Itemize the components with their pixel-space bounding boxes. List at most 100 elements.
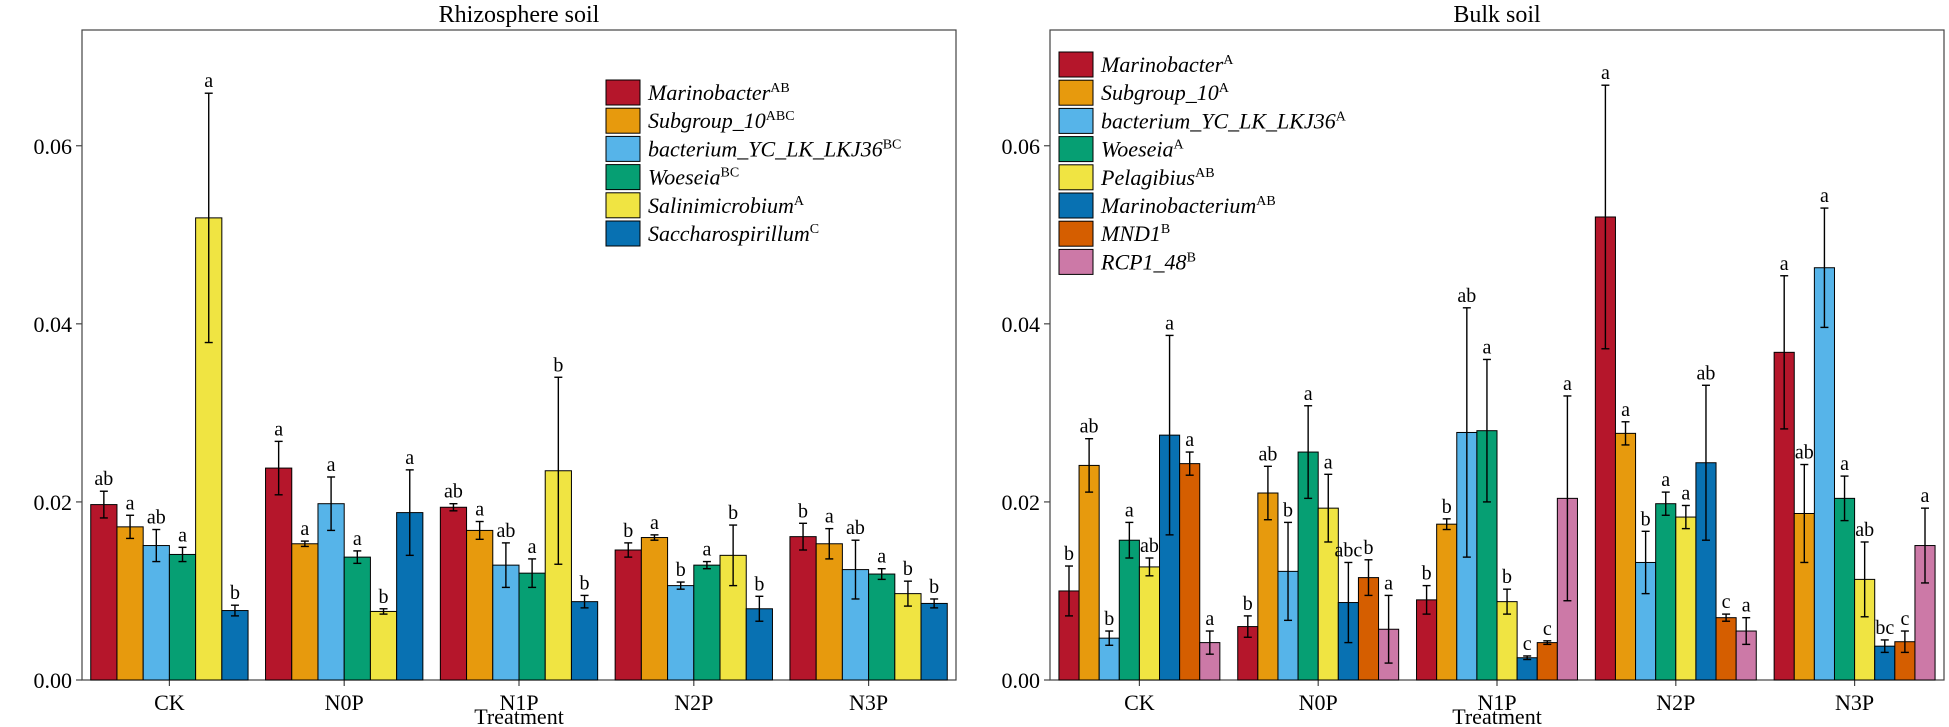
bar-Subgroup_10-N2P — [640, 537, 669, 681]
significance-letter: b — [1064, 543, 1074, 565]
legend: MarinobacterAB Subgroup_10ABC bacterium_YC… — [605, 79, 901, 247]
legend-superscript: AB — [1195, 166, 1214, 181]
significance-letter: a — [1681, 482, 1690, 504]
legend-name: Subgroup_10 — [1101, 80, 1219, 105]
bar-Woeseia-CK — [1118, 539, 1140, 681]
significance-letter: b — [1283, 499, 1293, 521]
legend-superscript: AB — [1256, 194, 1275, 209]
significance-letter: ab — [1140, 535, 1159, 557]
significance-letter: b — [754, 573, 764, 595]
bar-Subgroup_10-N1P — [1436, 523, 1458, 681]
legend-entry: Subgroup_10A — [1101, 80, 1230, 105]
significance-letter: a — [1185, 429, 1194, 451]
y-tick-label: 0.06 — [34, 134, 73, 159]
legend-swatch — [1058, 164, 1094, 191]
significance-letter: a — [1125, 499, 1134, 521]
legend-name: MND1 — [1100, 221, 1161, 246]
significance-letter: a — [126, 492, 135, 514]
chart-title: Rhizosphere soil — [439, 2, 600, 28]
significance-letter: a — [1661, 469, 1670, 491]
legend-entry: Subgroup_10ABC — [648, 108, 795, 133]
y-tick-label: 0.04 — [1002, 312, 1041, 337]
legend-superscript: B — [1161, 222, 1170, 237]
bar-Subgroup_10-N0P — [1257, 492, 1279, 681]
significance-letter: ab — [1855, 519, 1874, 541]
significance-letter: a — [1742, 595, 1751, 617]
significance-letter: abc — [1334, 539, 1362, 561]
significance-letter: b — [1442, 496, 1452, 518]
legend-superscript: BC — [721, 166, 740, 181]
x-tick-label: CK — [1124, 690, 1155, 715]
significance-letter: ab — [444, 481, 463, 503]
significance-letter: a — [1304, 383, 1313, 405]
significance-letter: a — [178, 524, 187, 546]
legend-entry: bacterium_YC_LK_LKJ36BC — [648, 136, 901, 161]
bar-Marinobacter-N3P — [789, 536, 817, 681]
bar-bacterium_YC_LK_LKJ36-N2P — [667, 585, 695, 681]
x-tick-label: N3P — [1835, 690, 1874, 715]
significance-letter: a — [204, 70, 213, 92]
legend-swatch — [605, 192, 641, 219]
legend-swatch — [1058, 248, 1094, 275]
significance-letter: a — [1820, 185, 1829, 207]
significance-letter: b — [798, 500, 808, 522]
significance-letter: ab — [1457, 285, 1476, 307]
legend-swatch — [605, 220, 641, 247]
significance-letter: a — [702, 539, 711, 561]
significance-letter: a — [650, 512, 659, 534]
significance-letter: a — [877, 546, 886, 568]
x-axis-label: Treatment — [474, 704, 564, 727]
bar-Saccharospirillum-N1P — [570, 601, 599, 681]
legend-swatch — [1058, 220, 1094, 247]
bar-Woeseia-N1P — [518, 572, 546, 681]
legend-entry: PelagibiusAB — [1100, 165, 1215, 190]
bar-Saccharospirillum-CK — [221, 610, 249, 681]
bar-Pelagibius-CK — [1138, 566, 1161, 681]
legend-name: bacterium_YC_LK_LKJ36 — [648, 136, 883, 161]
legend-superscript: A — [794, 194, 805, 209]
significance-letter: a — [274, 418, 283, 440]
significance-letter: b — [929, 576, 939, 598]
legend-entry: MarinobacterAB — [647, 80, 790, 105]
x-tick-label: N0P — [325, 690, 364, 715]
significance-letter: a — [1324, 451, 1333, 473]
legend-swatch — [605, 79, 641, 106]
significance-letter: ab — [1258, 443, 1277, 465]
legend-entry: WoeseiaA — [1101, 137, 1185, 162]
significance-letter: b — [903, 558, 913, 580]
x-axis-label: Treatment — [1452, 704, 1542, 727]
legend-superscript: B — [1187, 250, 1196, 265]
legend-name: Marinobacterium — [1100, 193, 1256, 218]
bar-Marinobacter-N0P — [265, 467, 293, 681]
significance-letter: ab — [94, 468, 113, 490]
significance-letter: b — [1641, 508, 1651, 530]
legend-name: Saccharospirillum — [648, 221, 810, 246]
y-tick-label: 0.04 — [34, 312, 73, 337]
significance-letter: c — [1722, 591, 1731, 613]
significance-letter: b — [1104, 608, 1114, 630]
bar-bacterium_YC_LK_LKJ36-N3P — [1813, 267, 1835, 681]
x-tick-label: N1P — [499, 690, 538, 715]
y-tick-label: 0.06 — [1002, 134, 1041, 159]
chart-title: Bulk soil — [1453, 2, 1541, 28]
significance-letter: b — [676, 559, 686, 581]
y-tick-label: 0.02 — [1002, 490, 1041, 515]
significance-letter: bc — [1875, 617, 1894, 639]
significance-letter: ab — [1697, 362, 1716, 384]
chart-panel-0: Rhizosphere soil0.000.020.040.06CKabaaba… — [34, 2, 957, 727]
significance-letter: b — [728, 502, 738, 524]
bar-Subgroup_10-CK — [1078, 464, 1100, 681]
bar-Woeseia-N2P — [693, 564, 721, 681]
significance-letter: a — [825, 506, 834, 528]
legend-swatch — [605, 107, 641, 134]
x-tick-label: N1P — [1477, 690, 1516, 715]
legend-swatch — [1058, 136, 1094, 163]
legend-superscript: BC — [883, 137, 902, 152]
significance-letter: ab — [147, 507, 166, 529]
x-tick-label: N2P — [674, 690, 713, 715]
legend-swatch — [605, 135, 641, 162]
bar-MND1-N1P — [1536, 642, 1558, 681]
significance-letter: b — [230, 582, 240, 604]
significance-letter: ab — [496, 520, 515, 542]
